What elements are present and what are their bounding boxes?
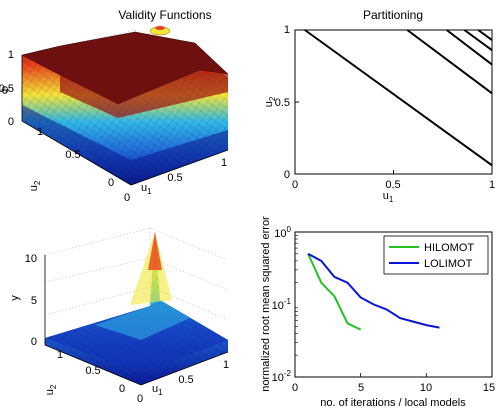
output-x-tick-1: 1 xyxy=(223,359,229,371)
validity-y-tick-0-5: 0.5 xyxy=(65,149,80,161)
partitioning-title: Partitioning xyxy=(363,8,423,22)
output-y-tick-0-5: 0.5 xyxy=(85,365,100,377)
error-series xyxy=(307,252,440,331)
validity-y-tick-0: 0 xyxy=(108,177,114,189)
legend-label-lolimot: LOLIMOT xyxy=(424,258,473,270)
output-z-label: y xyxy=(9,295,21,301)
partition-line-4 xyxy=(463,29,493,51)
output-x-tick-0: 0 xyxy=(137,393,143,405)
error-y-ticks: 100 10-1 10-2 xyxy=(272,225,292,384)
error-axes-box xyxy=(294,231,493,378)
output-x-tick-0-5: 0.5 xyxy=(178,374,193,386)
partitioning-x-tick-0-5: 0.5 xyxy=(385,179,400,191)
partitioning-y-label: u2 xyxy=(263,96,277,107)
output-y-tick-0: 0 xyxy=(119,383,125,395)
partitioning-y-tick-1: 1 xyxy=(284,24,290,36)
partitioning-x-tick-0: 0 xyxy=(292,179,298,191)
validity-x-tick-1: 1 xyxy=(221,157,227,169)
error-y-tick-0-1: 10-1 xyxy=(272,297,292,312)
output-z-tick-10: 10 xyxy=(25,253,37,265)
partition-line-3 xyxy=(446,29,493,66)
error-x-ticks: 0 5 10 15 xyxy=(292,382,495,394)
error-x-tick-10: 10 xyxy=(420,382,432,394)
validity-z-ticks: 1 0.5 0 xyxy=(0,49,14,128)
partition-line-2 xyxy=(406,29,493,95)
partitioning-y-tick-0-5: 0.5 xyxy=(275,97,290,109)
error-y-tick-0-01: 10-2 xyxy=(272,369,292,384)
error-x-tick-0: 0 xyxy=(292,382,298,394)
validity-z-tick-0-5: 0.5 xyxy=(0,83,14,95)
error-x-tick-5: 5 xyxy=(358,382,364,394)
validity-z-tick-0: 0 xyxy=(8,116,14,128)
error-y-label: normalized root mean squared error xyxy=(260,216,272,392)
partitioning-axes-box xyxy=(294,29,493,175)
series-line-hilomot xyxy=(307,253,362,331)
legend-box xyxy=(383,235,489,275)
output-z-tick-5: 5 xyxy=(31,295,37,307)
output-y-ticks: 1 0.5 0 xyxy=(57,349,125,395)
output-x-label: u1 xyxy=(152,383,163,397)
legend-label-hilomot: HILOMOT xyxy=(424,242,474,254)
validity-z-tick-1: 1 xyxy=(8,49,14,61)
validity-surface xyxy=(21,26,229,185)
partitioning-y-ticks: 1 0.5 0 xyxy=(275,24,299,181)
partitioning-x-ticks: 0 0.5 1 xyxy=(292,170,495,191)
output-y-label: u2 xyxy=(44,384,58,395)
error-x-label: no. of iterations / local models xyxy=(320,397,466,409)
validity-x-label: u1 xyxy=(141,182,152,196)
partitioning-x-tick-1: 1 xyxy=(489,179,495,191)
validity-x-tick-0: 0 xyxy=(124,192,130,204)
partitioning-lines xyxy=(304,29,493,167)
output-surface xyxy=(45,232,228,385)
validity-z-label: Φ xyxy=(0,85,12,94)
error-x-tick-15: 15 xyxy=(483,382,495,394)
validity-title: Validity Functions xyxy=(118,8,211,22)
error-panel: 100 10-1 10-2 normalized root mean squar… xyxy=(260,216,495,409)
error-y-tick-1: 100 xyxy=(274,225,291,240)
series-line-lolimot xyxy=(307,252,440,329)
output-y-tick-1: 1 xyxy=(57,349,63,361)
validity-x-ticks: 0 0.5 1 xyxy=(124,157,227,204)
output-x-ticks: 0 0.5 1 xyxy=(137,359,229,405)
partitioning-x-label: u1 xyxy=(383,190,394,204)
partition-line-5 xyxy=(477,29,493,41)
partitioning-panel: Partitioning 1 0.5 0 u2 0 0.5 1 u1 xyxy=(263,8,495,204)
error-minor-ticks xyxy=(295,235,427,377)
output-z-ticks: 10 5 0 xyxy=(25,253,37,348)
partition-line-1 xyxy=(304,29,493,167)
output-surface-panel: 10 5 0 y 1 0.5 0 u2 0 0.5 1 u1 xyxy=(9,227,229,405)
validity-y-ticks: 1 0.5 0 xyxy=(37,126,114,189)
validity-functions-panel: Validity Functions 1 0.5 0 Φ xyxy=(0,8,229,204)
validity-axes xyxy=(21,55,229,186)
validity-x-tick-0-5: 0.5 xyxy=(167,172,182,184)
partitioning-y-tick-0: 0 xyxy=(284,169,290,181)
output-z-tick-0: 0 xyxy=(31,336,37,348)
error-legend: HILOMOT LOLIMOT xyxy=(383,235,489,275)
output-axes xyxy=(44,255,229,386)
validity-y-tick-1: 1 xyxy=(37,126,43,138)
validity-y-label: u2 xyxy=(28,180,42,191)
